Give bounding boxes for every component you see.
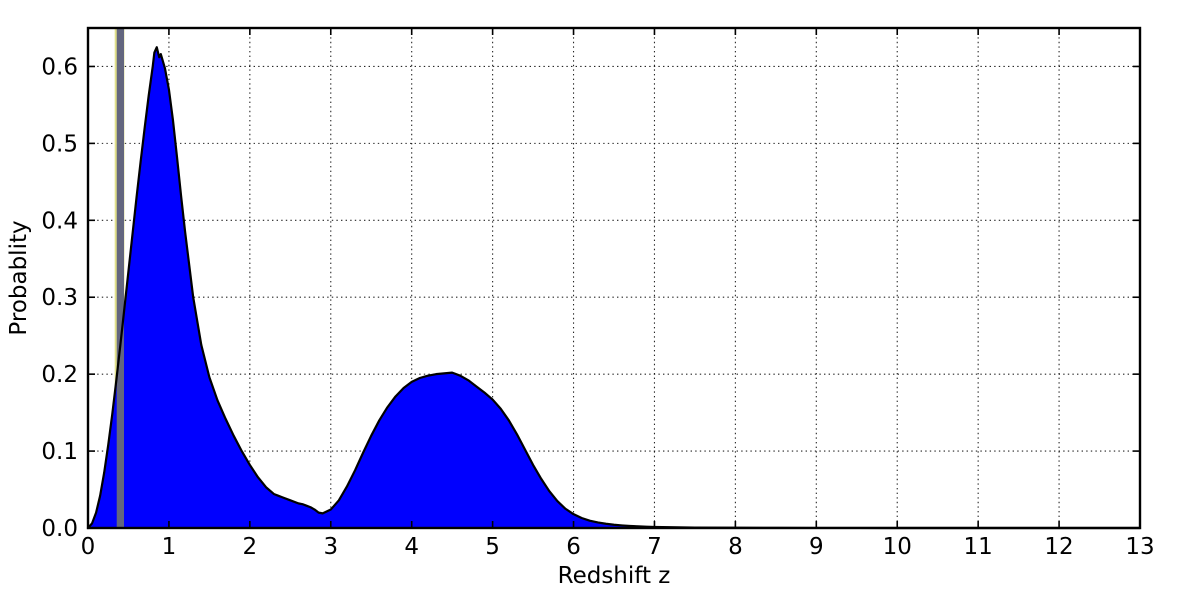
x-tick-label: 11: [964, 534, 993, 560]
x-tick-label: 8: [728, 534, 743, 560]
axis-ticks: [87, 28, 1141, 529]
x-tick-label: 3: [323, 534, 338, 560]
x-tick-label: 12: [1044, 534, 1073, 560]
x-tick-label: 10: [883, 534, 912, 560]
axes-frame-rect: [86, 26, 1142, 530]
gray-marker-band: [116, 28, 125, 528]
y-tick-label: 0.5: [41, 131, 78, 157]
x-axis-title: Redshift z: [558, 563, 671, 589]
x-tick-label: 7: [647, 534, 662, 560]
x-tick-label: 0: [81, 534, 96, 560]
x-tick-label: 5: [485, 534, 500, 560]
plot-background: [88, 28, 1140, 528]
x-tick-label: 13: [1125, 534, 1154, 560]
y-tick-label: 0.3: [41, 285, 78, 311]
y-tick-label: 0.2: [41, 362, 78, 388]
axes-frame: [86, 26, 1142, 530]
x-tick-label: 6: [566, 534, 581, 560]
grid-lines: [88, 28, 1140, 528]
x-tick-label: 1: [162, 534, 177, 560]
x-axis-tick-labels: 0 1 2 3 4 5 6 7 8 9 10 11 12 13: [81, 534, 1155, 560]
probability-density-area: [88, 47, 1140, 528]
gray-marker-band-rect: [116, 28, 125, 528]
y-tick-label: 0.4: [41, 208, 78, 234]
y-axis-title: Probablity: [6, 220, 32, 335]
density-fill: [88, 47, 1140, 528]
x-tick-label: 9: [809, 534, 824, 560]
density-outline: [86, 46, 1142, 530]
y-tick-label: 0.6: [41, 54, 78, 80]
x-tick-label: 2: [243, 534, 258, 560]
x-tick-label: 4: [404, 534, 419, 560]
y-tick-label: 0.1: [41, 439, 78, 465]
probability-density-curve: [86, 46, 1142, 530]
y-axis-tick-labels: 0.0 0.1 0.2 0.3 0.4 0.5 0.6: [41, 54, 78, 542]
y-tick-label: 0.0: [41, 516, 78, 542]
